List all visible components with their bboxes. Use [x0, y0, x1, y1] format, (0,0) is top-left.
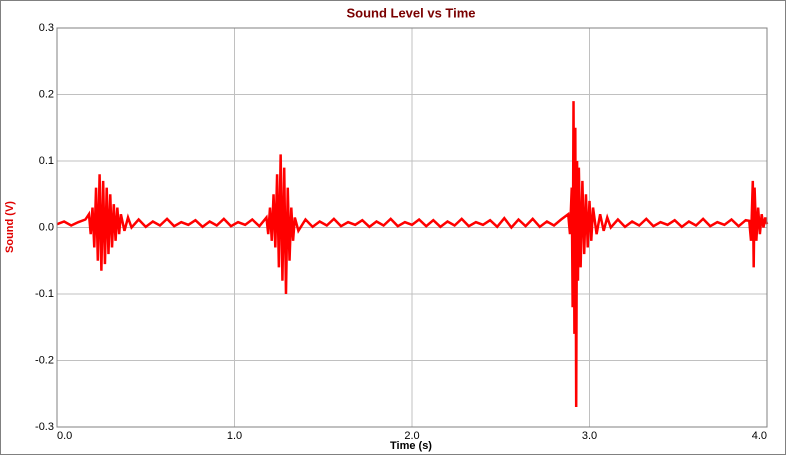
- y-tick-label: -0.2: [35, 354, 54, 366]
- chart-title: Sound Level vs Time: [346, 5, 475, 20]
- x-tick-label: 0.0: [57, 430, 72, 442]
- plot-border: [56, 27, 768, 428]
- y-tick-label: 0.3: [39, 22, 54, 34]
- waveform: [56, 101, 769, 408]
- y-tick-label: 0.2: [39, 88, 54, 100]
- x-axis-label: Time (s): [390, 440, 432, 452]
- y-tick-label: 0.0: [39, 221, 54, 233]
- x-tick-label: 3.0: [582, 430, 597, 442]
- y-tick-label: -0.3: [35, 421, 54, 433]
- x-tick-label: 1.0: [227, 430, 242, 442]
- x-tick-label: 4.0: [752, 430, 767, 442]
- y-tick-label: -0.1: [35, 288, 54, 300]
- x-tick-label: 2.0: [404, 430, 419, 442]
- y-axis-label: Sound (V): [4, 201, 16, 253]
- y-tick-label: 0.1: [39, 155, 54, 167]
